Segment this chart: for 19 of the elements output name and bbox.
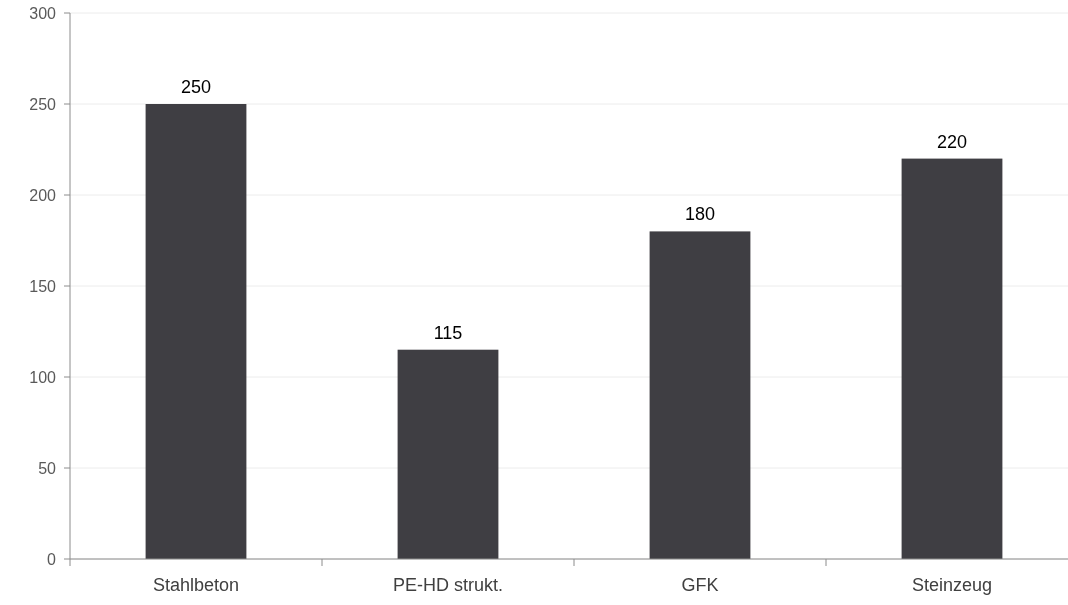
data-label: 250 [180, 77, 212, 97]
y-tick-label: 150 [29, 277, 57, 295]
x-tick-label: Stahlbeton [152, 575, 240, 595]
data-label: 220 [936, 131, 968, 152]
bar [901, 158, 1003, 559]
data-label: 180 [684, 204, 716, 225]
x-tick-label: Steinzeug [911, 575, 993, 595]
y-tick-label: 100 [29, 368, 57, 386]
y-tick-label: 0 [47, 550, 57, 568]
y-tick-label: 200 [29, 186, 57, 204]
y-tick-label: 250 [29, 95, 57, 113]
x-tick-label: GFK [681, 575, 719, 595]
bar [649, 231, 751, 559]
y-tick-label: 50 [38, 459, 57, 477]
y-tick-label: 300 [29, 4, 57, 22]
bar [145, 104, 247, 559]
bar [397, 349, 499, 559]
data-label: 115 [433, 322, 463, 343]
x-tick-label: PE-HD strukt. [392, 575, 504, 595]
